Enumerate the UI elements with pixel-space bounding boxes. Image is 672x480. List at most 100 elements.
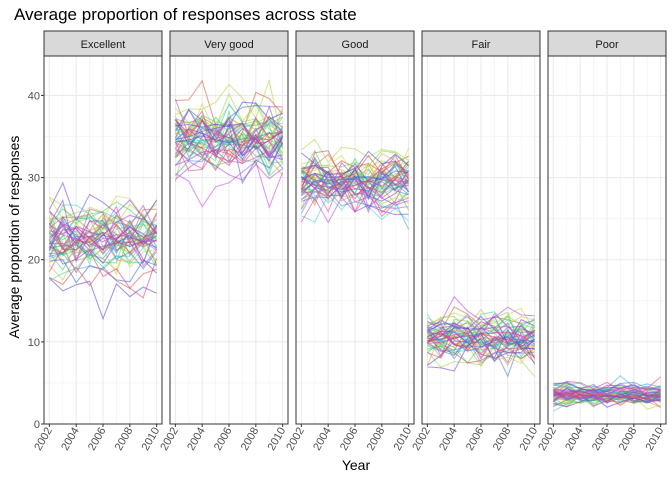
x-tick-label: 2006 — [86, 426, 109, 453]
series-line — [427, 332, 535, 358]
series-line — [301, 179, 409, 199]
series-line — [301, 138, 409, 164]
x-tick-label: 2002 — [536, 426, 559, 453]
series-line — [48, 204, 158, 248]
series-line — [427, 329, 535, 355]
series-line — [174, 119, 284, 185]
series-line — [427, 322, 536, 359]
x-tick-label: 2002 — [284, 426, 307, 453]
series-line — [300, 178, 409, 202]
series-line — [300, 150, 410, 190]
y-tick-label: 0 — [34, 419, 40, 431]
series-line — [427, 321, 535, 346]
facet-strip — [295, 30, 415, 57]
series-line — [427, 336, 535, 364]
x-tick-label: 2008 — [365, 426, 388, 453]
facet-strip-label: Fair — [472, 39, 491, 51]
series-line — [48, 245, 158, 299]
series-line — [49, 211, 158, 264]
series-line — [427, 315, 535, 332]
series-line — [427, 338, 535, 372]
y-tick-label: 10 — [28, 337, 40, 349]
series-line — [427, 334, 536, 378]
x-tick-label: 2002 — [410, 426, 433, 453]
series-line — [175, 101, 283, 128]
series-line — [427, 329, 536, 359]
series-line — [174, 102, 283, 137]
series-line — [48, 198, 158, 262]
series-line — [426, 329, 535, 353]
facet-strip-label: Excellent — [81, 39, 126, 51]
x-tick-label: 2004 — [563, 426, 586, 453]
series-line — [174, 106, 283, 156]
x-tick-label: 2004 — [311, 426, 334, 453]
series-line — [553, 390, 661, 404]
series-line — [300, 177, 409, 213]
series-line — [174, 119, 283, 165]
series-line — [553, 376, 661, 392]
x-tick-label: 2004 — [59, 426, 82, 453]
x-tick-label: 2006 — [212, 426, 235, 453]
series-line — [175, 78, 284, 145]
x-tick-label: 2004 — [185, 426, 208, 453]
series-line — [301, 160, 410, 196]
facet-panel-fair: Fair 2002 2004 2006 2008 2010 — [410, 30, 541, 453]
series-line — [175, 79, 284, 159]
series-line — [427, 340, 535, 364]
series-line — [49, 208, 157, 252]
series-line — [426, 328, 535, 346]
x-tick-label: 2010 — [518, 426, 541, 453]
y-axis-title: Average proportion of responses — [6, 136, 22, 339]
series-line — [300, 191, 409, 224]
series-line — [427, 295, 535, 326]
series-line — [427, 312, 535, 345]
y-tick-label: 30 — [28, 173, 40, 185]
y-tick-label: 40 — [28, 90, 40, 102]
series-line — [174, 121, 284, 160]
series-line — [49, 209, 157, 233]
series-line — [175, 115, 283, 162]
series-line — [301, 172, 409, 214]
x-tick-label: 2006 — [464, 426, 487, 453]
series-line — [427, 315, 535, 344]
x-tick-label: 2008 — [617, 426, 640, 453]
series-line — [48, 200, 158, 248]
series-line — [174, 99, 283, 147]
facet-strip-label: Very good — [204, 39, 254, 51]
x-tick-label: 2010 — [644, 426, 667, 453]
series-line — [48, 205, 157, 264]
series-line — [300, 156, 409, 209]
series-line — [49, 223, 158, 247]
facet-strip — [421, 30, 541, 57]
series-line — [174, 131, 283, 172]
y-tick-label: 20 — [28, 255, 40, 267]
series-line — [301, 160, 410, 193]
x-tick-label: 2010 — [392, 426, 415, 453]
series-line — [49, 259, 157, 284]
facet-strip-label: Good — [342, 39, 369, 51]
series-line — [175, 137, 283, 166]
series-line — [49, 277, 157, 321]
x-tick-label: 2004 — [437, 426, 460, 453]
x-tick-label: 2010 — [140, 426, 163, 453]
series-line — [175, 160, 284, 210]
facet-strip — [43, 30, 163, 57]
facet-strip-label: Poor — [595, 39, 619, 51]
series-line — [553, 381, 661, 394]
facet-panel-good: Good 2002 2004 2006 2008 2010 — [284, 30, 415, 453]
x-tick-label: 2008 — [113, 426, 136, 453]
series-line — [175, 157, 283, 181]
x-tick-label: 2008 — [491, 426, 514, 453]
x-tick-label: 2006 — [338, 426, 361, 453]
series-line — [553, 395, 661, 408]
series-line — [301, 162, 410, 193]
series-line — [175, 116, 283, 167]
series-line — [49, 212, 158, 254]
x-tick-label: 2002 — [158, 426, 181, 453]
facet-panel-poor: Poor 2002 2004 2006 2008 2010 — [536, 30, 667, 453]
series-line — [553, 390, 661, 402]
